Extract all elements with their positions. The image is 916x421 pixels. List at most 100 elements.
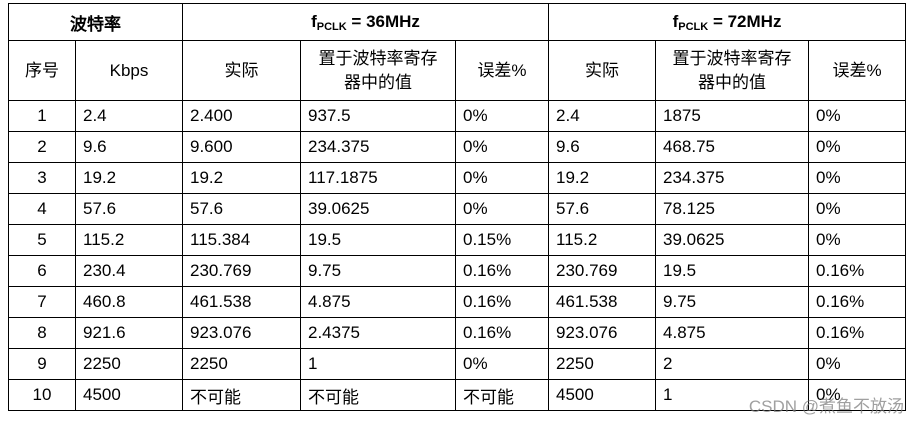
- column-header: Kbps: [75, 40, 183, 101]
- table-cell: 117.1875: [300, 162, 456, 194]
- table-cell: 0.16%: [808, 255, 907, 287]
- table-cell: 9.6: [548, 131, 657, 163]
- table-cell: 230.4: [75, 255, 183, 287]
- table-cell: 2.4: [75, 100, 183, 132]
- table-cell: 0%: [808, 162, 907, 194]
- column-header: 误差%: [808, 40, 907, 101]
- column-header: 置于波特率寄存器中的值: [655, 40, 810, 101]
- table-cell: 923.076: [182, 317, 301, 349]
- group-header: 波特率: [8, 3, 183, 41]
- table-cell: 460.8: [75, 286, 183, 318]
- table-cell: 4500: [548, 379, 657, 411]
- table-cell: 2.4: [548, 100, 657, 132]
- column-header: 误差%: [454, 40, 550, 101]
- table-cell: 0%: [808, 131, 907, 163]
- table-cell: 不可能: [454, 379, 550, 411]
- table-cell: 39.0625: [655, 224, 810, 256]
- table-cell: 不可能: [300, 379, 456, 411]
- table-cell: 0%: [808, 193, 907, 225]
- table-cell: 2.400: [182, 100, 301, 132]
- table-cell: 39.0625: [300, 193, 456, 225]
- table-row: 3 19.2 19.2 117.1875 0% 19.2 234.375 0%: [8, 162, 907, 194]
- table-cell: 2: [8, 131, 76, 163]
- table-row: 5 115.2 115.384 19.5 0.15% 115.2 39.0625 0%: [8, 224, 907, 256]
- table-cell: 9: [8, 348, 76, 380]
- subscript: PCLK: [316, 20, 347, 33]
- table-cell: 230.769: [548, 255, 657, 287]
- table-cell: 234.375: [655, 162, 810, 194]
- header-text: = 72MHz: [708, 11, 782, 31]
- table-cell: 468.75: [655, 131, 810, 163]
- table-row: 7 460.8 461.538 4.875 0.16% 461.538 9.75 0.16%: [8, 286, 907, 318]
- baud-rate-table: 波特率 fPCLK = 36MHz fPCLK = 72MHz 序号 Kbps 实际…: [8, 3, 907, 411]
- table-cell: 0.15%: [454, 224, 550, 256]
- table-cell: 9.75: [300, 255, 456, 287]
- table-cell: 0%: [808, 348, 907, 380]
- table-cell: 7: [8, 286, 76, 318]
- table-cell: 9.75: [655, 286, 810, 318]
- table-cell: 0.16%: [454, 317, 550, 349]
- table-row: 8 921.6 923.076 2.4375 0.16% 923.076 4.875 0.16…: [8, 317, 907, 349]
- table-body: 1 2.4 2.400 937.5 0% 2.4 1875 0% 2 9.6 9.600 234.37…: [8, 100, 907, 411]
- table-cell: 234.375: [300, 131, 456, 163]
- table-cell: 0%: [454, 162, 550, 194]
- table-row: 10 4500 不可能 不可能 不可能 4500 1 0%: [8, 379, 907, 411]
- table-cell: 923.076: [548, 317, 657, 349]
- table-cell: 9.600: [182, 131, 301, 163]
- group-header: fPCLK = 36MHz: [181, 3, 550, 41]
- table-cell: 115.384: [182, 224, 301, 256]
- table-cell: 2.4375: [300, 317, 456, 349]
- table-cell: 8: [8, 317, 76, 349]
- group-header: fPCLK = 72MHz: [548, 3, 907, 41]
- table-cell: 230.769: [182, 255, 301, 287]
- table-cell: 19.2: [75, 162, 183, 194]
- column-header-row: 序号 Kbps 实际 置于波特率寄存器中的值 误差% 实际 置于波特率寄存器中的值 误差%: [8, 40, 907, 101]
- table-row: 2 9.6 9.600 234.375 0% 9.6 468.75 0%: [8, 131, 907, 163]
- table-cell: 57.6: [75, 193, 183, 225]
- table-cell: 19.5: [300, 224, 456, 256]
- symbol: f: [311, 11, 317, 31]
- table-cell: 1: [8, 100, 76, 132]
- table-cell: 1875: [655, 100, 810, 132]
- table-cell: 10: [8, 379, 76, 411]
- table-cell: 0.16%: [808, 286, 907, 318]
- table-cell: 1: [655, 379, 810, 411]
- table-cell: 115.2: [75, 224, 183, 256]
- table-cell: 0%: [808, 224, 907, 256]
- column-header: 实际: [182, 40, 301, 101]
- table-cell: 0%: [454, 193, 550, 225]
- table-cell: 115.2: [548, 224, 657, 256]
- table-cell: 921.6: [75, 317, 183, 349]
- table-cell: 461.538: [182, 286, 301, 318]
- table-cell: 57.6: [548, 193, 657, 225]
- table-cell: 2250: [548, 348, 657, 380]
- table-cell: 0.16%: [454, 286, 550, 318]
- table-cell: 0.16%: [808, 317, 907, 349]
- column-header: 实际: [548, 40, 657, 101]
- header-text: = 36MHz: [346, 11, 420, 31]
- table-cell: 19.2: [548, 162, 657, 194]
- table-cell: 461.538: [548, 286, 657, 318]
- watermark: CSDN @煮鱼不放汤: [748, 397, 904, 416]
- table-cell: 0%: [454, 131, 550, 163]
- symbol: f: [672, 11, 679, 31]
- table-row: 4 57.6 57.6 39.0625 0% 57.6 78.125 0%: [8, 193, 907, 225]
- table-cell: 0%: [454, 100, 550, 132]
- table-cell: 937.5: [300, 100, 456, 132]
- subscript: PCLK: [678, 20, 709, 33]
- table-cell: 0%: [808, 100, 907, 132]
- table-cell: 不可能: [182, 379, 301, 411]
- table-cell: 1: [300, 348, 456, 380]
- table-cell: 19.5: [655, 255, 810, 287]
- table-cell: 3: [8, 162, 76, 194]
- table-row: 9 2250 2250 1 0% 2250 2 0%: [8, 348, 907, 380]
- table-cell: 2: [655, 348, 810, 380]
- table-cell: 4.875: [655, 317, 810, 349]
- table-row: 6 230.4 230.769 9.75 0.16% 230.769 19.5 0.16%: [8, 255, 907, 287]
- table-cell: 4: [8, 193, 76, 225]
- column-header: 置于波特率寄存器中的值: [300, 40, 456, 101]
- table-cell: 19.2: [182, 162, 301, 194]
- table-cell: 2250: [75, 348, 183, 380]
- table-cell: 5: [8, 224, 76, 256]
